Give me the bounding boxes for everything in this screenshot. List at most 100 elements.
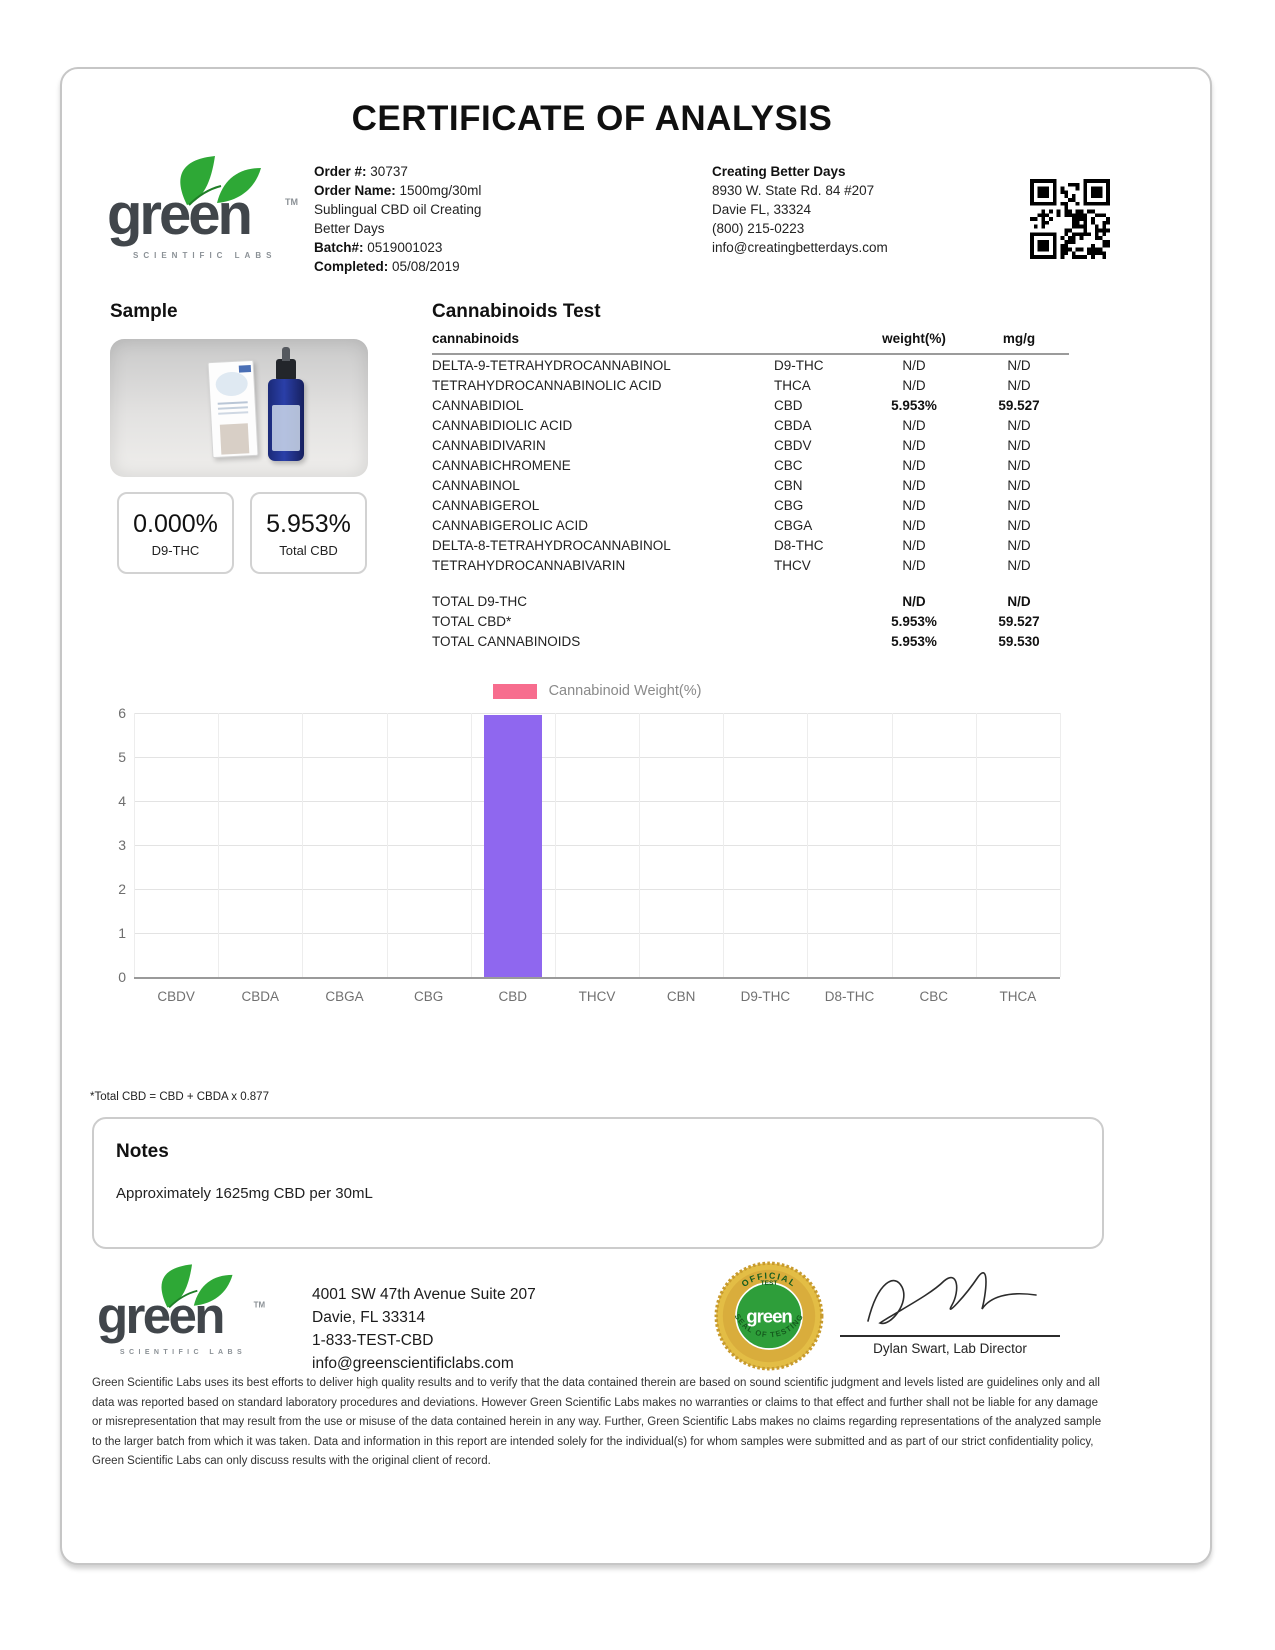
seal-of-testing-badge: OFFICIAL TEST green SEAL OF TESTING [714,1261,824,1371]
d9-thc-value: 0.000% [133,510,218,538]
cannabinoid-weight: N/D [902,377,926,393]
seal-test-text: TEST [761,1280,778,1287]
order-info: Order #: 30737 Order Name: 1500mg/30ml S… [314,162,496,276]
cannabinoid-abbr: CBDV [774,437,812,453]
y-axis-tick: 0 [118,969,126,985]
totals-rows: TOTAL D9-THC N/D N/D TOTAL CBD* 5.953% 59.527… [432,591,1069,651]
seal-center-text: green [746,1306,792,1327]
gridline [807,713,809,977]
cannabinoid-mgg: 59.527 [998,397,1040,413]
cannabinoids-test-heading: Cannabinoids Test [432,301,601,322]
x-axis-label: CBDV [157,989,195,1004]
gridline [386,713,388,977]
cannabinoid-name: CANNABINOL [432,477,520,493]
gridline [891,713,893,977]
table-row: TETRAHYDROCANNABINOLIC ACID THCA N/D N/D [432,375,1069,395]
bottle-cap [276,359,296,381]
cannabinoid-weight: N/D [902,477,926,493]
x-axis-label: CBGA [325,989,364,1004]
bottle-dropper [282,347,290,361]
cannabinoid-mgg: N/D [1007,557,1031,573]
gridline [134,845,1060,846]
total-mgg: N/D [1007,593,1031,609]
table-row: TETRAHYDROCANNABIVARIN THCV N/D N/D [432,555,1069,575]
gridline [134,889,1060,890]
stat-card-d9-thc: 0.000% D9-THC [117,492,234,574]
total-cbd-label: Total CBD [279,543,338,558]
order-name-value: 1500mg/30ml Sublingual CBD oil Creating … [314,183,482,236]
table-row: CANNABIGEROL CBG N/D N/D [432,495,1069,515]
cannabinoid-name: CANNABIGEROL [432,497,540,513]
y-axis-tick: 5 [118,749,126,765]
cannabinoid-abbr: CBDA [774,417,812,433]
chart-plot: 0 1 2 3 4 5 6 CBDV CBDA CBGA CBG CBD THCV CBN D9-THC D8… [118,705,1061,1004]
cannabinoid-name: TETRAHYDROCANNABINOLIC ACID [432,377,662,393]
cannabinoid-weight: N/D [902,517,926,533]
total-mgg: 59.530 [998,633,1040,649]
sample-heading: Sample [110,301,178,322]
footer-logo: green TM SCIENTIFIC LABS [97,1264,282,1366]
signature-block: Dylan Swart, Lab Director [840,1261,1060,1356]
order-name-label: Order Name: [314,183,396,198]
page-title: CERTIFICATE OF ANALYSIS [351,99,833,138]
cannabinoid-abbr: THCV [774,557,811,573]
cannabinoid-abbr: CBN [774,477,803,493]
table-row: CANNABIDIOLIC ACID CBDA N/D N/D [432,415,1069,435]
leaf-icon [161,1264,233,1309]
leaf-icon [180,156,261,206]
cannabinoid-mgg: N/D [1007,417,1031,433]
cannabinoid-mgg: N/D [1007,537,1031,553]
table-row: CANNABINOL CBN N/D N/D [432,475,1069,495]
cannabinoid-weight: N/D [902,437,926,453]
cannabinoid-mgg: N/D [1007,497,1031,513]
cannabinoid-abbr: CBG [774,497,804,513]
client-address-1: 8930 W. State Rd. 84 #207 [712,183,875,198]
cannabinoid-weight-chart: Cannabinoid Weight(%) 0 1 2 3 4 5 6 CBDV CBDA CBG… [102,669,1072,1014]
y-axis-tick: 4 [118,793,126,809]
batch-line: Batch#: 0519001023 [314,238,496,257]
lab-address-2: Davie, FL 33314 [312,1309,426,1326]
cannabinoid-mgg: N/D [1007,377,1031,393]
signature-line [840,1335,1060,1337]
cannabinoid-weight: N/D [902,417,926,433]
y-axis-tick: 3 [118,837,126,853]
gridline [639,713,641,977]
table-row: CANNABIGEROLIC ACID CBGA N/D N/D [432,515,1069,535]
cannabinoid-weight: N/D [902,357,926,373]
table-row: CANNABIDIVARIN CBDV N/D N/D [432,435,1069,455]
gridline [134,713,1060,714]
x-axis-label: THCA [999,989,1037,1004]
x-axis-label: CBDA [241,989,280,1004]
lab-email: info@greenscientificlabs.com [312,1355,514,1372]
footer-logo-tm: TM [253,1300,266,1310]
cannabinoid-name: CANNABIDIOL [432,397,524,413]
gridline [1060,713,1061,977]
cannabinoid-weight: 5.953% [891,397,937,413]
client-email: info@creatingbetterdays.com [712,240,888,255]
stat-card-total-cbd: 5.953% Total CBD [250,492,367,574]
cannabinoid-abbr: CBGA [774,517,813,533]
table-row: DELTA-8-TETRAHYDROCANNABINOL D8-THC N/D N/D [432,535,1069,555]
gridline [554,713,556,977]
gridline [134,757,1060,758]
x-axis-label: D8-THC [824,989,875,1004]
gridline [723,713,725,977]
total-name: TOTAL D9-THC [432,593,528,609]
total-cbd-footnote: *Total CBD = CBD + CBDA x 0.877 [90,1091,269,1103]
cannabinoid-name: CANNABIDIVARIN [432,437,546,453]
notes-heading: Notes [116,1141,169,1162]
legend-swatch [492,683,537,699]
cannabinoid-name: CANNABICHROMENE [432,457,571,473]
lab-address-1: 4001 SW 47th Avenue Suite 207 [312,1286,536,1303]
bar-cbd [483,715,542,977]
signature-name: Dylan Swart, Lab Director [873,1341,1027,1356]
completed-label: Completed: [314,259,389,274]
cannabinoid-weight: N/D [902,497,926,513]
legal-disclaimer: Green Scientific Labs uses its best effo… [92,1377,1102,1467]
column-weight: weight(%) [882,331,946,346]
cannabinoid-weight: N/D [902,537,926,553]
logo-wordmark: green [107,182,253,247]
cannabinoid-abbr: D8-THC [774,537,824,553]
cannabinoid-name: DELTA-8-TETRAHYDROCANNABINOL [432,537,671,553]
